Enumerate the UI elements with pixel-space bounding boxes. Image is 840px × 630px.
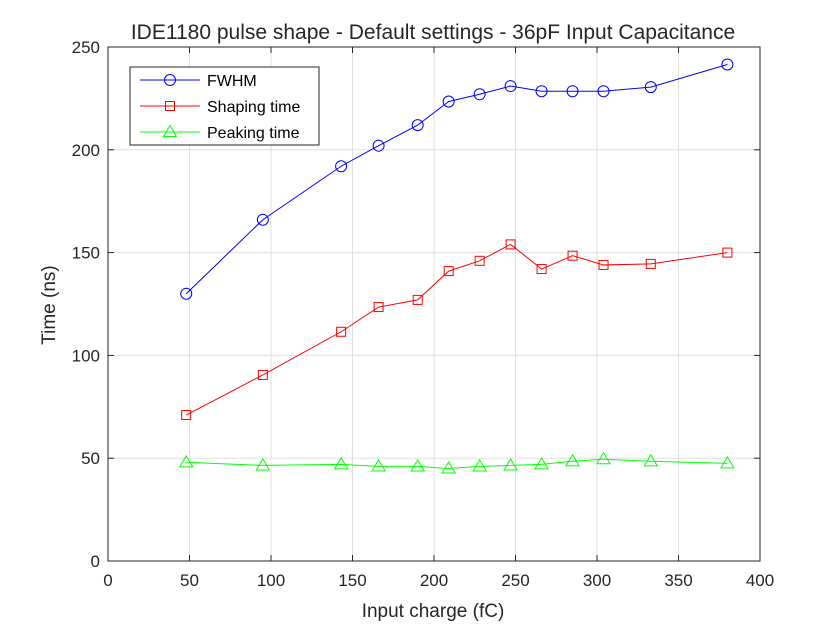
data-point-shaping-time — [598, 259, 609, 270]
y-axis-label: Time (ns) — [39, 265, 60, 345]
data-point-peaking-time — [178, 454, 194, 468]
data-point-fwhm — [442, 95, 455, 108]
series-line-shaping-time — [186, 243, 728, 416]
data-point-fwhm — [372, 139, 385, 152]
legend-label: Peaking time — [207, 125, 300, 142]
x-tick-label: 300 — [583, 571, 611, 590]
series-peaking-time — [178, 451, 735, 474]
data-point-shaping-time — [722, 247, 733, 258]
data-point-shaping-time — [536, 264, 547, 275]
legend-entry-peaking-time: Peaking time — [140, 124, 300, 142]
data-point-shaping-time — [567, 250, 578, 261]
data-point-fwhm — [473, 88, 486, 101]
legend-marker — [165, 101, 175, 111]
legend-label: Shaping time — [207, 99, 300, 116]
data-point-peaking-time — [333, 456, 349, 470]
x-tick-label: 350 — [664, 571, 692, 590]
data-point-peaking-time — [643, 453, 659, 467]
series-fwhm — [180, 58, 734, 300]
grid — [108, 47, 760, 561]
data-point-peaking-time — [720, 455, 735, 469]
series-shaping-time — [181, 239, 733, 421]
x-tick-label: 400 — [746, 571, 774, 590]
data-point-peaking-time — [371, 458, 386, 472]
data-point-fwhm — [597, 85, 610, 98]
data-point-peaking-time — [255, 457, 271, 471]
legend: FWHM Shaping time Peaking time — [129, 66, 320, 146]
x-tick-label: 250 — [501, 571, 529, 590]
x-tick-label: 150 — [338, 571, 366, 590]
data-point-peaking-time — [534, 456, 549, 470]
data-point-shaping-time — [505, 239, 516, 250]
data-point-shaping-time — [474, 255, 485, 266]
x-tick-label: 100 — [257, 571, 285, 590]
y-tick-label: 50 — [81, 449, 100, 468]
chart-title: IDE1180 pulse shape - Default settings -… — [131, 21, 735, 44]
data-point-peaking-time — [441, 460, 457, 474]
legend-entry-fwhm: FWHM — [140, 73, 257, 90]
data-point-shaping-time — [181, 410, 192, 421]
x-axis: 0 50 100 150 200 250 300 350 400 — [103, 47, 774, 590]
legend-entry-shaping-time: Shaping time — [140, 99, 300, 116]
y-axis: 0 50 100 150 200 250 — [72, 38, 760, 571]
data-point-fwhm — [335, 160, 348, 173]
data-point-fwhm — [566, 85, 579, 98]
data-point-shaping-time — [373, 302, 384, 313]
data-point-peaking-time — [596, 451, 611, 465]
y-tick-label: 100 — [72, 346, 100, 365]
x-tick-label: 50 — [180, 571, 199, 590]
series-layer — [178, 58, 735, 474]
y-tick-label: 0 — [91, 552, 100, 571]
y-tick-label: 250 — [72, 38, 100, 57]
legend-label: FWHM — [207, 73, 257, 90]
data-point-shaping-time — [443, 266, 454, 277]
data-point-shaping-time — [645, 258, 656, 269]
data-point-fwhm — [504, 80, 517, 93]
x-axis-label: Input charge (fC) — [362, 601, 505, 622]
series-line-peaking-time — [186, 458, 728, 469]
y-tick-label: 200 — [72, 141, 100, 160]
data-point-fwhm — [411, 119, 424, 132]
data-point-fwhm — [721, 58, 734, 71]
series-line-fwhm — [185, 63, 728, 295]
data-point-peaking-time — [410, 458, 426, 472]
data-point-shaping-time — [336, 326, 347, 337]
data-point-shaping-time — [257, 369, 268, 380]
data-point-peaking-time — [503, 457, 518, 471]
data-point-peaking-time — [472, 458, 488, 472]
data-point-fwhm — [535, 85, 548, 98]
x-tick-label: 200 — [420, 571, 448, 590]
data-point-shaping-time — [412, 294, 423, 305]
data-point-fwhm — [644, 81, 657, 94]
y-tick-label: 150 — [72, 244, 100, 263]
data-point-peaking-time — [565, 453, 580, 467]
legend-marker — [164, 74, 176, 86]
data-point-fwhm — [256, 213, 269, 226]
data-point-fwhm — [180, 287, 193, 300]
x-tick-label: 0 — [103, 571, 112, 590]
legend-marker — [162, 124, 178, 138]
